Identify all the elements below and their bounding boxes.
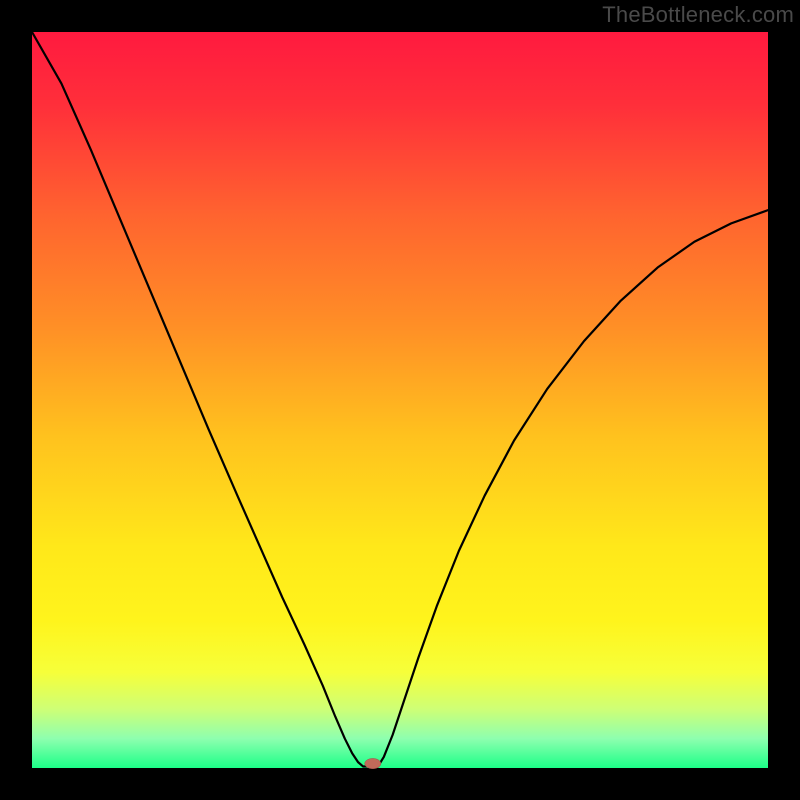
plot-background — [32, 32, 768, 768]
watermark-label: TheBottleneck.com — [602, 2, 794, 28]
chart-frame: TheBottleneck.com — [0, 0, 800, 800]
chart-svg — [0, 0, 800, 800]
sweet-spot-marker — [365, 758, 381, 768]
